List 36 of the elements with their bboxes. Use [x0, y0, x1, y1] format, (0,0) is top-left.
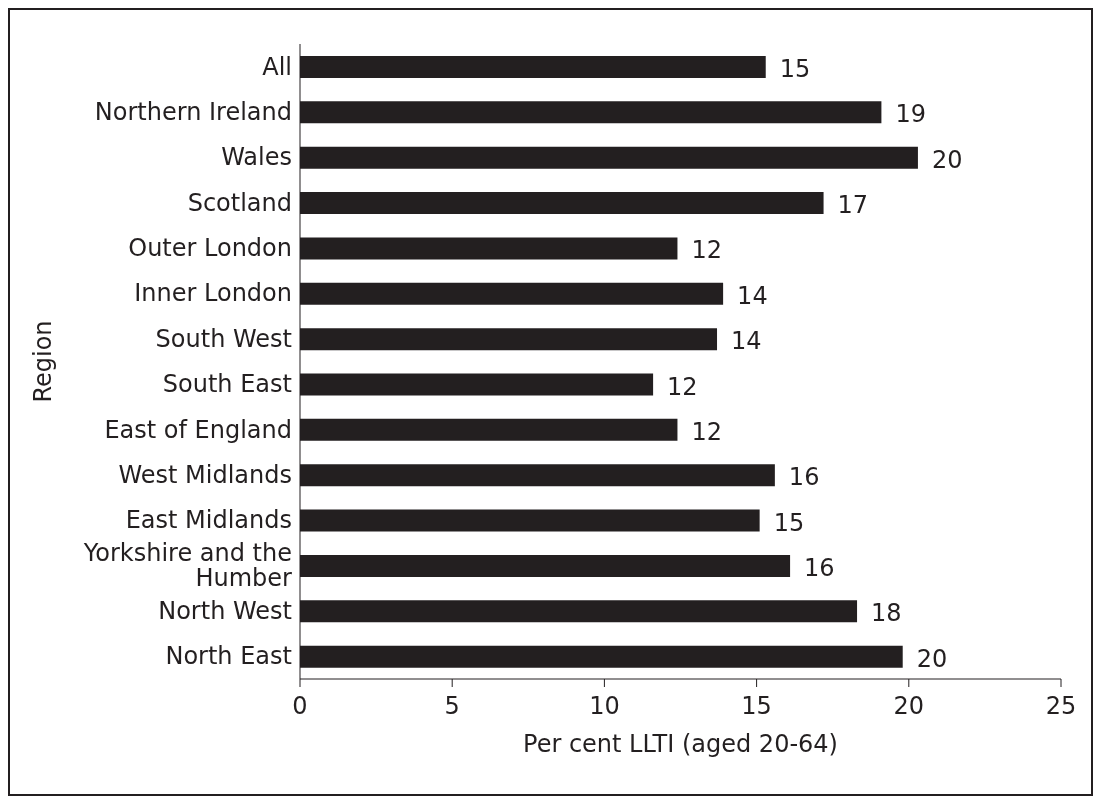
y-tick-label: East Midlands: [125, 506, 292, 535]
y-tick-label: West Midlands: [118, 460, 292, 489]
data-label: 16: [804, 553, 835, 582]
y-tick-label: South West: [155, 324, 292, 353]
y-tick-label: South East: [162, 370, 292, 399]
x-tick-label: 15: [741, 692, 772, 721]
data-label: 17: [837, 191, 869, 220]
data-label: 12: [691, 417, 722, 446]
y-tick-label: Wales: [221, 143, 292, 172]
data-label: 12: [667, 372, 698, 401]
y-tick-label: Inner London: [134, 279, 292, 308]
x-tick-label: 5: [444, 692, 460, 721]
y-tick-label: Yorkshire and the Humber: [82, 539, 293, 593]
data-label: 18: [871, 599, 902, 628]
x-tick-label: 0: [292, 692, 308, 721]
y-tick-label: North West: [158, 596, 292, 625]
data-label: 14: [737, 281, 768, 310]
data-label: 14: [731, 327, 762, 356]
data-label: 19: [895, 100, 926, 129]
data-label: 20: [916, 644, 948, 673]
y-tick-label: All: [262, 52, 292, 81]
y-tick-label: Northern Ireland: [94, 98, 292, 127]
x-tick-label: 10: [589, 692, 620, 721]
x-axis-title: Per cent LLTI (aged 20-64): [523, 730, 838, 758]
data-label: 12: [691, 236, 722, 265]
data-label: 20: [931, 145, 963, 174]
x-tick-label: 20: [893, 692, 925, 721]
data-label: 15: [773, 508, 805, 537]
y-tick-label: North East: [165, 642, 292, 671]
y-tick-label: East of England: [104, 415, 292, 444]
x-tick-label: 25: [1045, 692, 1077, 721]
y-tick-label: Scotland: [187, 188, 292, 217]
data-label: 15: [779, 55, 811, 83]
y-tick-label: Outer London: [128, 234, 292, 263]
data-label: 16: [788, 463, 820, 492]
y-axis-title: Region: [28, 320, 57, 403]
